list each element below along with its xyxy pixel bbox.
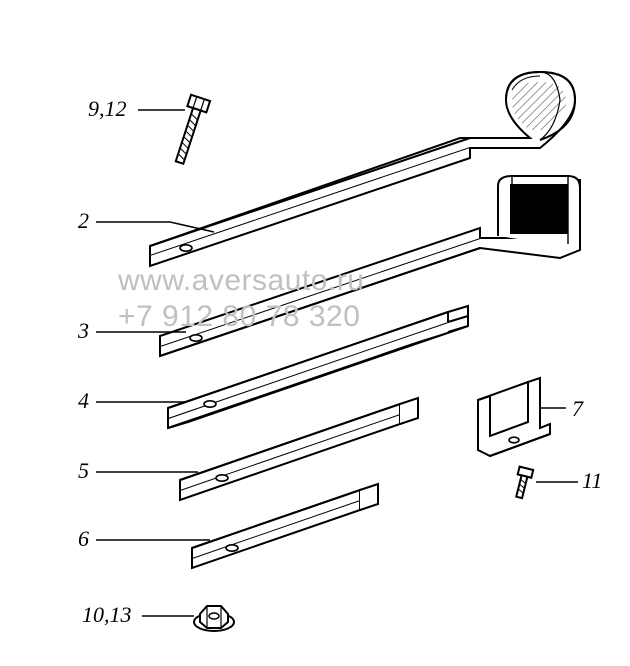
callout-3: 3	[78, 318, 89, 344]
callout-9-12: 9,12	[88, 96, 127, 122]
callout-2: 2	[78, 208, 89, 234]
callout-6: 6	[78, 526, 89, 552]
callout-4: 4	[78, 388, 89, 414]
callout-7: 7	[572, 396, 583, 422]
diagram-stage: www.aversauto.ru +7 912 80 78 320 9,12 2…	[0, 0, 630, 666]
part-bracket	[478, 378, 550, 456]
callout-5: 5	[78, 458, 89, 484]
callout-10-13: 10,13	[82, 602, 132, 628]
part-nut	[194, 606, 234, 631]
part-small-bolt	[512, 467, 533, 499]
callout-11: 11	[582, 468, 602, 494]
part-strap-2	[160, 176, 580, 356]
part-plate-5	[192, 484, 378, 568]
part-bolt-top	[170, 95, 210, 166]
